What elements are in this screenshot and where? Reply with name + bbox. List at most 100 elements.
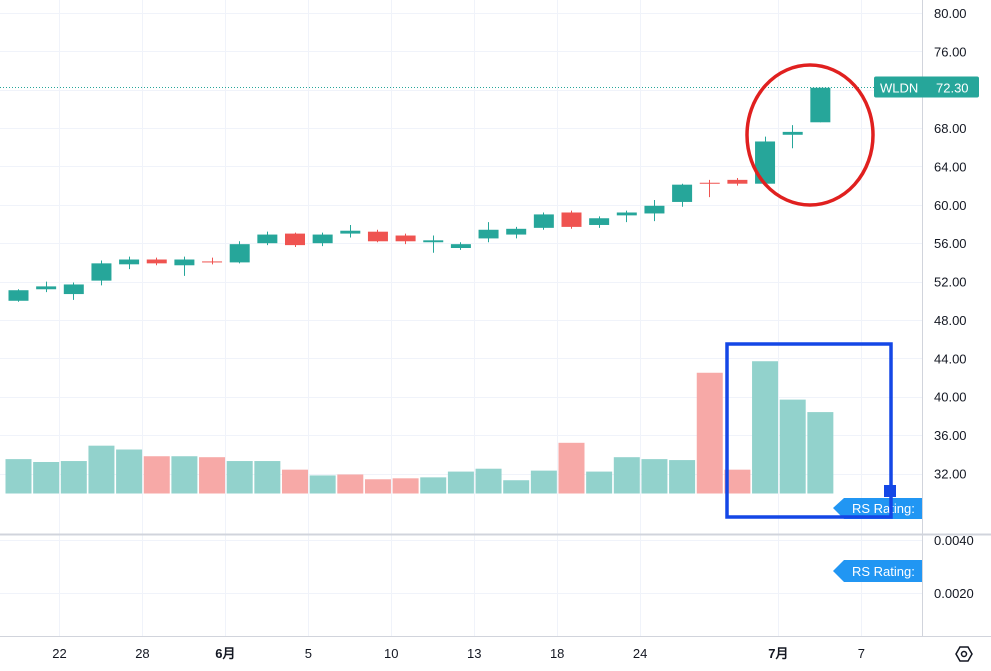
candle-body-2 [63, 284, 84, 295]
candle-body-27 [755, 141, 776, 184]
candle-body-9 [257, 234, 278, 244]
price-tick-9: 44.00 [934, 351, 967, 366]
price-tick-10: 40.00 [934, 390, 967, 405]
volume-bar-23 [641, 459, 668, 494]
candle-body-18 [506, 228, 527, 235]
symbol-price-tag: WLDN 72.30 [874, 76, 979, 98]
red-circle-annotation [745, 63, 875, 207]
rs-rating-text-2: RS Rating: [852, 564, 915, 579]
volume-bar-3 [88, 445, 115, 494]
date-tick-3: 5 [305, 646, 312, 661]
volume-bar-12 [337, 474, 364, 494]
volume-bar-18 [503, 480, 530, 494]
price-axis[interactable]: 80.0076.0072.0068.0064.0060.0056.0052.00… [934, 6, 967, 482]
date-tick-1: 28 [135, 646, 149, 661]
symbol-price-tag-bg [874, 76, 979, 98]
candle-body-25 [699, 182, 720, 184]
candle-body-28 [782, 131, 803, 135]
candle-body-3 [91, 263, 112, 281]
blue-box-annotation [725, 342, 893, 519]
candle-body-23 [644, 205, 665, 214]
blue-box-handle[interactable] [884, 485, 896, 497]
volume-bar-11 [309, 475, 336, 494]
candle-body-12 [340, 230, 361, 234]
candle-body-6 [174, 259, 195, 266]
date-tick-7: 24 [633, 646, 647, 661]
date-tick-8: 7月 [768, 646, 788, 661]
date-tick-9: 7 [858, 646, 865, 661]
date-tick-2: 6月 [215, 646, 235, 661]
volume-bar-17 [475, 468, 502, 494]
price-tick-5: 60.00 [934, 198, 967, 213]
rs-rating-label-volume: RS Rating: [833, 498, 922, 519]
volume-bar-20 [558, 442, 585, 494]
price-tick-4: 64.00 [934, 159, 967, 174]
volume-bar-0 [5, 459, 32, 494]
candlesticks[interactable] [8, 87, 831, 302]
candle-body-13 [367, 231, 388, 242]
pane-separators [0, 0, 991, 637]
time-axis[interactable]: 22 28 6月 5 10 13 18 24 7月 7 [52, 646, 865, 661]
candle-body-7 [202, 261, 223, 263]
volume-bar-14 [392, 478, 419, 494]
indicator-tick-1: 0.0020 [934, 586, 974, 601]
candle-body-17 [478, 229, 499, 239]
volume-bar-27 [752, 361, 779, 494]
candle-body-4 [119, 259, 140, 265]
price-tick-8: 48.00 [934, 313, 967, 328]
price-tick-6: 56.00 [934, 236, 967, 251]
volume-bar-21 [586, 471, 613, 494]
date-tick-0: 22 [52, 646, 66, 661]
candle-body-8 [229, 244, 250, 263]
candle-body-20 [561, 212, 582, 227]
candle-body-5 [146, 259, 167, 264]
volume-bar-29 [807, 412, 834, 494]
candle-body-29 [810, 87, 831, 123]
volume-bar-16 [447, 471, 474, 494]
volume-bar-19 [530, 470, 557, 494]
candle-body-15 [423, 240, 444, 243]
price-tick-1: 76.00 [934, 44, 967, 59]
volume-bar-26 [724, 469, 751, 494]
volume-bar-1 [33, 461, 60, 494]
candle-body-1 [36, 286, 57, 290]
volume-bar-28 [779, 399, 806, 494]
volume-bar-5 [143, 456, 170, 494]
candle-body-26 [727, 179, 748, 184]
hexagon-gear-icon [955, 646, 973, 662]
candle-body-16 [450, 244, 471, 248]
indicator-tick-0: 0.0040 [934, 533, 974, 548]
price-tick-11: 36.00 [934, 428, 967, 443]
price-tick-12: 32.00 [934, 467, 967, 482]
price-tick-7: 52.00 [934, 275, 967, 290]
volume-bar-4 [116, 449, 143, 494]
volume-bar-13 [364, 479, 391, 494]
candle-body-10 [285, 233, 305, 246]
candle-body-19 [533, 214, 554, 228]
volume-bar-24 [669, 460, 696, 494]
rs-rating-text-1: RS Rating: [852, 501, 915, 516]
volume-bar-15 [420, 477, 447, 494]
date-tick-5: 13 [467, 646, 481, 661]
volume-bar-2 [60, 461, 87, 494]
volume-bar-10 [282, 469, 308, 494]
candle-body-22 [616, 212, 637, 216]
volume-bar-8 [226, 461, 253, 494]
date-tick-6: 18 [550, 646, 564, 661]
candle-body-14 [395, 235, 416, 242]
candle-body-24 [672, 184, 693, 202]
symbol-label: WLDN [880, 81, 918, 96]
volume-bar-22 [613, 457, 640, 494]
indicator-axis[interactable]: 0.0040 0.0020 [934, 533, 974, 601]
chart-settings-button[interactable] [951, 641, 977, 667]
volume-bars [5, 361, 834, 494]
candle-body-0 [8, 290, 29, 301]
candle-body-21 [589, 218, 610, 225]
volume-bar-7 [199, 457, 226, 494]
price-tick-0: 80.00 [934, 6, 967, 21]
volume-bar-6 [171, 456, 198, 494]
last-price-label: 72.30 [936, 81, 969, 96]
candle-body-11 [312, 234, 333, 244]
rs-rating-label-indicator: RS Rating: [833, 560, 922, 582]
